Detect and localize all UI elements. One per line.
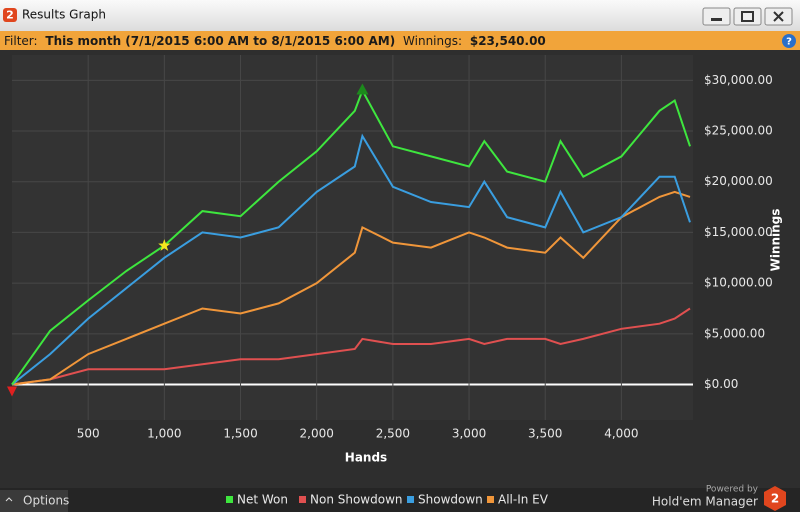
filter-text: Filter: This month (7/1/2015 6:00 AM to … (4, 34, 546, 48)
maximize-button[interactable] (733, 7, 762, 26)
y-tick-label: $10,000.00 (704, 276, 773, 290)
legend: Net Won Non Showdown Showdown All-In EV (226, 493, 549, 507)
x-axis-label: Hands (345, 451, 387, 465)
series-line (11, 133, 691, 386)
x-tick-label: 2,500 (376, 427, 410, 441)
powered-by: Powered by (706, 485, 759, 495)
y-tick-label: $20,000.00 (704, 174, 773, 188)
legend-swatch (407, 496, 414, 503)
legend-label: All-In EV (498, 493, 549, 507)
y-tick-label: $15,000.00 (704, 225, 773, 239)
legend-swatch (487, 496, 494, 503)
filter-bar (0, 31, 800, 50)
series-line (11, 190, 691, 386)
winnings-value: $23,540.00 (470, 34, 546, 48)
x-tick-label: 1,000 (147, 427, 181, 441)
legend-label: Showdown (418, 493, 483, 507)
window-title: Results Graph (22, 8, 106, 22)
legend-swatch (299, 496, 306, 503)
peak-marker (356, 83, 369, 95)
footer (0, 488, 800, 512)
y-axis-label: Winnings (769, 209, 783, 272)
star-marker (158, 239, 171, 251)
maximize-glyph (741, 11, 754, 22)
x-tick-label: 500 (77, 427, 100, 441)
y-tick-label: $0.00 (704, 377, 738, 391)
x-tick-label: 3,000 (452, 427, 486, 441)
brand-logo (764, 486, 786, 511)
help-glyph: ? (786, 37, 792, 48)
filter-range: This month (7/1/2015 6:00 AM to 8/1/2015… (45, 34, 395, 48)
legend-swatch (226, 496, 233, 503)
x-tick-label: 3,500 (528, 427, 562, 441)
series-line (11, 307, 691, 386)
y-tick-label: $30,000.00 (704, 73, 773, 87)
x-tick-label: 2,000 (300, 427, 334, 441)
y-tick-label: $5,000.00 (704, 326, 765, 340)
title-bar (0, 0, 800, 31)
legend-label: Non Showdown (310, 493, 403, 507)
options-text: Options (23, 494, 69, 508)
start-marker (7, 386, 17, 397)
plot-area (12, 55, 693, 420)
options-button[interactable] (0, 490, 68, 512)
winnings-label: Winnings: (403, 34, 462, 48)
close-glyph (773, 11, 784, 22)
window-buttons[interactable] (702, 7, 793, 26)
minimize-glyph (711, 18, 722, 21)
filter-label: Filter: (4, 34, 38, 48)
minimize-button[interactable] (702, 7, 731, 26)
legend-label: Net Won (237, 493, 288, 507)
help-button[interactable] (782, 34, 796, 48)
x-tick-label: 4,000 (604, 427, 638, 441)
options-caret (5, 497, 13, 502)
series-line (11, 88, 691, 386)
brand: Hold'em Manager (652, 495, 758, 509)
app-icon-text: 2 (6, 9, 14, 22)
y-tick-label: $25,000.00 (704, 124, 773, 138)
app-icon (3, 8, 17, 22)
brand-logo-text: 2 (771, 492, 779, 506)
x-tick-label: 1,500 (223, 427, 257, 441)
plot: $0.00 $5,000.00 $10,000.00 $15,000.00 $20,00… (7, 55, 773, 441)
